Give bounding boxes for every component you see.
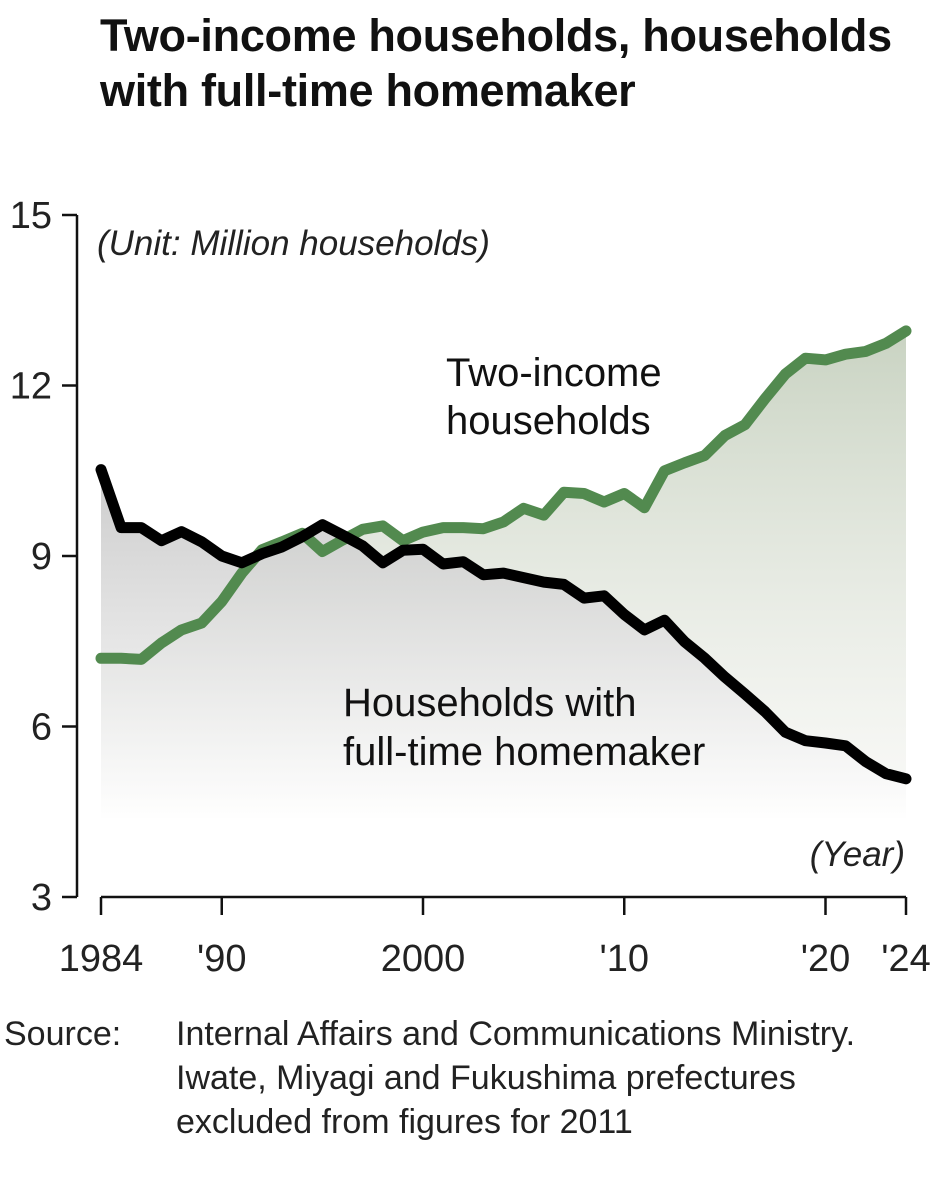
x-tick-label: 1984 (59, 938, 144, 980)
y-tick-label: 15 (10, 195, 52, 237)
y-tick-label: 9 (31, 536, 52, 578)
homemaker-line (95, 464, 912, 785)
y-tick-label: 6 (31, 707, 52, 749)
two-income-annotation-1: Two-income (446, 351, 662, 395)
unit-label: (Unit: Million households) (97, 224, 490, 263)
y-tick-label: 3 (31, 877, 52, 919)
x-tick-label: '24 (881, 938, 931, 980)
x-tick-label: '10 (599, 938, 649, 980)
source-text: Internal Affairs and Communications Mini… (176, 1015, 856, 1141)
axes: 3 6 9 12 15 1984 '90 2000 '10 '20 '24 (10, 195, 931, 980)
x-tick-label: '90 (197, 938, 247, 980)
x-tick-label: 2000 (381, 938, 466, 980)
x-tick-label: '20 (801, 938, 851, 980)
two-income-line (95, 325, 912, 665)
homemaker-annotation-2: full-time homemaker (343, 730, 705, 774)
two-income-annotation-2: households (446, 399, 651, 443)
y-tick-label: 12 (10, 366, 52, 408)
chart-title: Two-income households, households with f… (100, 10, 892, 116)
x-unit-label: (Year) (810, 835, 905, 874)
homemaker-area (101, 469, 906, 818)
source-label: Source: (4, 1015, 122, 1053)
homemaker-annotation-1: Households with (343, 681, 637, 725)
line-chart: 3 6 9 12 15 1984 '90 2000 '10 '20 '24 (Unit: Milli… (10, 195, 931, 980)
